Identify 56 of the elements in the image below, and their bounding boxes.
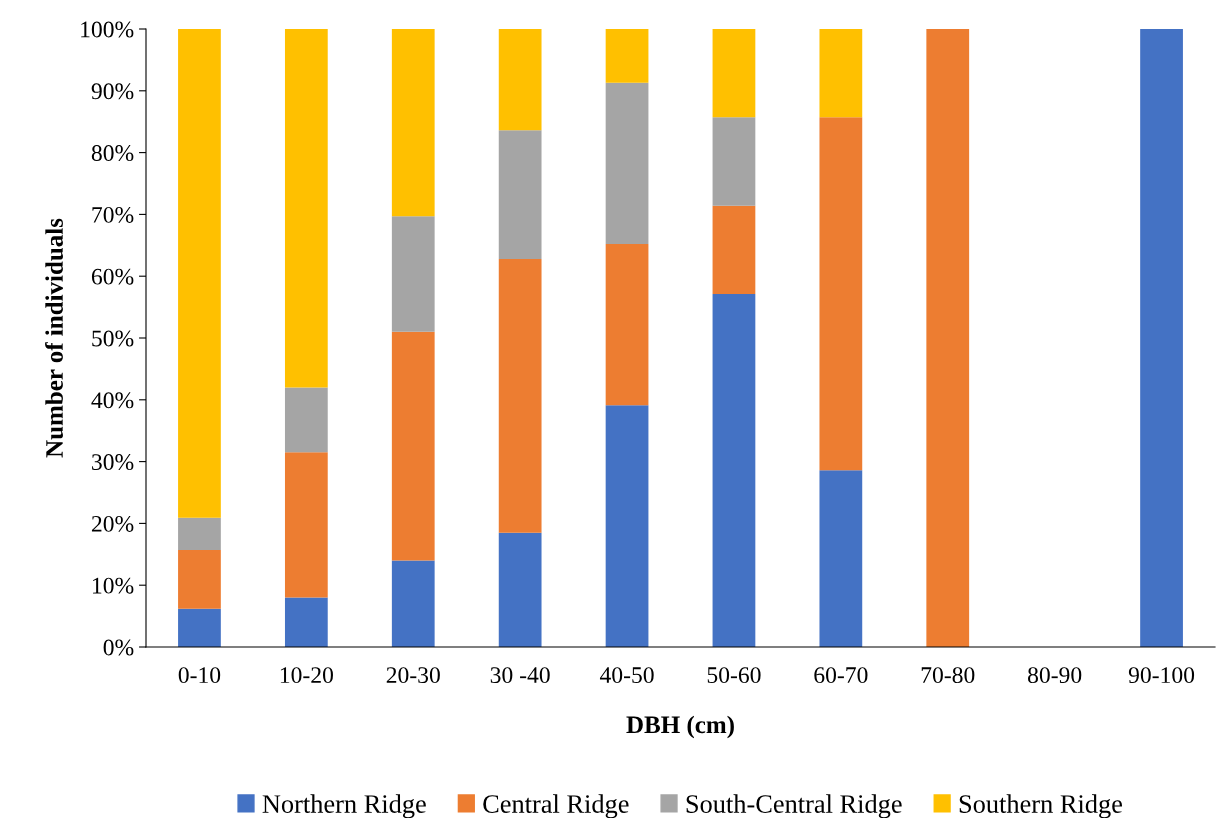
- y-axis-title: Number of individuals: [45, 218, 63, 458]
- legend-label: Northern Ridge: [262, 794, 426, 818]
- y-tick-label: 60%: [91, 268, 134, 285]
- bar: [498, 258, 542, 533]
- y-tick-label: 10%: [92, 577, 134, 594]
- bar: [712, 205, 756, 295]
- bar: [819, 470, 863, 647]
- bar: [178, 29, 221, 518]
- x-tick-label: 40-50: [599, 667, 654, 684]
- x-tick-label: 70-80: [921, 667, 975, 684]
- bar: [819, 117, 863, 471]
- y-tick-label: 0%: [103, 639, 134, 656]
- bar: [391, 216, 435, 332]
- x-axis-title: DBH (cm): [626, 715, 734, 739]
- x-tick-label: 20-30: [386, 667, 440, 684]
- x-tick-label: 90-100: [1128, 667, 1195, 684]
- bar: [391, 331, 435, 561]
- x-tick-label: 30 -40: [490, 667, 550, 684]
- bar: [284, 597, 328, 647]
- bar: [284, 452, 328, 598]
- y-tick-label: 50%: [92, 330, 134, 347]
- y-tick-label: 80%: [91, 145, 134, 162]
- bar: [926, 29, 970, 647]
- bar: [712, 294, 756, 647]
- bar: [391, 29, 435, 217]
- bar: [712, 117, 756, 206]
- bar: [819, 29, 863, 118]
- legend-label: Central Ridge: [483, 794, 629, 818]
- bar: [391, 560, 435, 647]
- y-tick-label: 100%: [81, 21, 134, 38]
- y-tick-label: 20%: [91, 515, 134, 532]
- bar: [605, 82, 649, 245]
- bar: [284, 29, 328, 388]
- x-tick-label: 50-60: [707, 667, 761, 684]
- bar: [605, 405, 649, 647]
- bar: [1140, 29, 1183, 647]
- bar: [178, 517, 221, 550]
- bar: [712, 29, 756, 118]
- y-tick-label: 70%: [92, 206, 134, 223]
- bar: [178, 608, 221, 647]
- x-tick-label: 80-90: [1028, 667, 1082, 684]
- bar: [498, 532, 542, 647]
- bar: [498, 130, 542, 259]
- y-tick-label: 40%: [91, 392, 134, 409]
- bar: [178, 549, 221, 609]
- legend-label: South-Central Ridge: [686, 794, 902, 818]
- bar: [605, 244, 649, 406]
- y-tick-label: 90%: [91, 83, 134, 100]
- bar: [284, 387, 328, 453]
- x-tick-label: 60-70: [814, 667, 868, 684]
- legend-label: Southern Ridge: [959, 794, 1122, 818]
- x-tick-label: 10-20: [280, 667, 333, 684]
- bar: [498, 29, 542, 131]
- x-tick-label: 0-10: [178, 667, 221, 684]
- y-tick-label: 30%: [92, 454, 134, 471]
- bar: [605, 29, 649, 83]
